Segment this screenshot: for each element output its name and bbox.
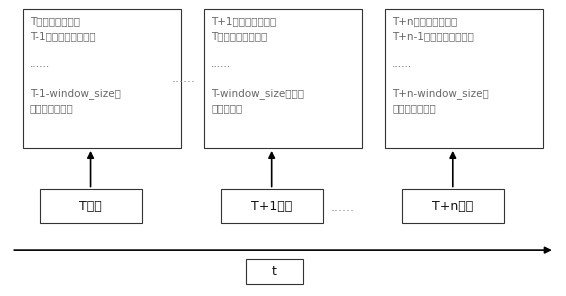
- FancyBboxPatch shape: [204, 9, 362, 148]
- Text: ......: ......: [172, 72, 196, 85]
- FancyBboxPatch shape: [402, 189, 504, 223]
- FancyBboxPatch shape: [40, 189, 142, 223]
- Text: T+n时刻: T+n时刻: [432, 200, 473, 213]
- FancyBboxPatch shape: [385, 9, 543, 148]
- FancyBboxPatch shape: [246, 259, 303, 284]
- Text: T时刻: T时刻: [79, 200, 102, 213]
- Text: T时刻：天气特征
T-1时刻：历史负荷值

......

T-1-window_size时
刻：历史负荷值: T时刻：天气特征 T-1时刻：历史负荷值 ...... T-1-window_s…: [30, 16, 121, 114]
- Text: T+1时刻：天气特征
T时刻：历史负荷值

......

T-window_size时刻：
历史负荷值: T+1时刻：天气特征 T时刻：历史负荷值 ...... T-window_siz…: [211, 16, 304, 114]
- Text: T+1时刻: T+1时刻: [251, 200, 292, 213]
- Text: T+n时刻：天气特征
T+n-1时刻：历史负荷值

......

T+n-window_size时
刻：历史负荷值: T+n时刻：天气特征 T+n-1时刻：历史负荷值 ...... T+n-wind…: [392, 16, 489, 114]
- Text: ......: ......: [331, 201, 354, 214]
- Text: t: t: [272, 265, 277, 278]
- FancyBboxPatch shape: [23, 9, 181, 148]
- FancyBboxPatch shape: [221, 189, 323, 223]
